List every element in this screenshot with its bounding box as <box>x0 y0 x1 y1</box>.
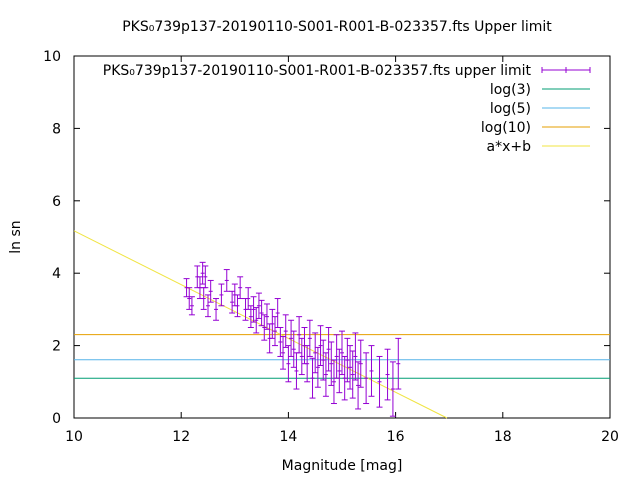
x-tick-label: 20 <box>601 429 619 445</box>
errorbar-point <box>247 305 254 328</box>
legend-entry: log(5) <box>490 101 590 117</box>
errorbar-point <box>280 336 287 370</box>
errorbar-point <box>213 298 220 321</box>
errorbar-point <box>368 345 375 397</box>
errorbar-point <box>363 352 370 405</box>
y-tick-label: 8 <box>52 121 61 137</box>
errorbar-point <box>188 296 195 316</box>
legend-entry: log(3) <box>490 82 590 98</box>
fit-line-group <box>73 230 448 419</box>
legend-label: a*x+b <box>487 139 532 155</box>
errorbar-point <box>274 298 281 328</box>
errorbar-point <box>330 359 337 405</box>
x-axis: 10 12 14 16 18 20 <box>65 56 619 445</box>
errorbar-point <box>229 290 236 314</box>
errorbar-point <box>296 316 303 354</box>
errorbar-point <box>263 303 270 330</box>
errorbar-point <box>349 350 356 399</box>
errorbar-point <box>290 330 297 368</box>
errorbar-point <box>328 341 335 386</box>
errorbar-point <box>341 355 348 401</box>
errorbar-point <box>339 330 345 376</box>
chart-title: PKS₀739p137-20190110-S001-R001-B-023357.… <box>122 19 552 35</box>
x-tick-label: 14 <box>279 429 297 445</box>
errorbar-point <box>357 339 364 388</box>
x-axis-label: Magnitude [mag] <box>282 458 403 474</box>
y-axis: 0 2 4 6 8 10 <box>43 49 610 427</box>
legend-label: log(10) <box>481 120 531 136</box>
errorbar-point <box>250 296 257 323</box>
legend-entry: a*x+b <box>487 139 590 155</box>
errorbar-point <box>272 316 278 347</box>
errorbar-point <box>306 319 313 357</box>
plot-frame <box>73 55 611 419</box>
legend: PKS₀739p137-20190110-S001-R001-B-023357.… <box>103 63 591 155</box>
x-tick-label: 16 <box>387 429 405 445</box>
errorbar-point <box>253 307 260 334</box>
errorbar-point <box>269 308 276 339</box>
errorbar-point <box>186 287 193 310</box>
errorbar-point <box>355 361 362 410</box>
errorbar-point <box>205 294 211 318</box>
plot-area: 10 12 14 16 18 20 0 2 4 6 8 10 <box>43 49 619 445</box>
fit-line <box>73 230 448 419</box>
y-tick-label: 10 <box>43 49 61 65</box>
errorbar-point <box>314 346 321 388</box>
errorbar-point <box>312 332 319 374</box>
errorbar-point <box>202 265 209 289</box>
errorbar-point <box>320 339 327 381</box>
errorbar-point <box>336 348 343 394</box>
errorbar-point <box>288 319 295 357</box>
errorbar-point <box>395 337 402 390</box>
legend-label: log(5) <box>490 101 531 117</box>
errorbar-point <box>389 361 396 417</box>
errorbar-point <box>352 332 359 381</box>
y-tick-label: 0 <box>52 411 61 427</box>
errorbar-point <box>282 314 289 348</box>
errorbar-point <box>207 279 214 303</box>
errorbar-point <box>384 348 391 401</box>
errorbar-point <box>347 345 354 390</box>
x-tick-label: 12 <box>172 429 190 445</box>
y-tick-label: 2 <box>52 339 61 355</box>
errorbar-point <box>333 334 340 379</box>
errorbar-point <box>325 327 332 372</box>
errorbar-point <box>285 345 292 383</box>
errorbar-point <box>237 276 244 300</box>
errorbar-point <box>261 314 268 341</box>
legend-entry: log(10) <box>481 120 590 136</box>
legend-label: PKS₀739p137-20190110-S001-R001-B-023357.… <box>103 63 532 79</box>
errorbar-point <box>317 325 324 367</box>
errorbar-point <box>293 352 300 390</box>
y-tick-label: 4 <box>52 266 61 282</box>
x-tick-label: 10 <box>65 429 83 445</box>
legend-entry: PKS₀739p137-20190110-S001-R001-B-023357.… <box>103 63 591 79</box>
x-tick-label: 18 <box>494 429 512 445</box>
errorbar-point <box>322 352 329 397</box>
errorbar-point <box>304 345 311 383</box>
errorbar-point <box>376 355 383 408</box>
legend-label: log(3) <box>490 82 531 98</box>
y-tick-label: 6 <box>52 194 61 210</box>
errorbar-point <box>223 269 230 292</box>
errorbar-point <box>255 292 262 319</box>
errorbar-point <box>298 337 305 376</box>
errorbar-point <box>218 283 225 307</box>
errorbar-points <box>183 261 402 417</box>
errorbar-point <box>258 299 265 327</box>
errorbar-point <box>309 357 316 399</box>
y-axis-label: ln sn <box>8 220 24 253</box>
errorbar-point <box>277 327 284 357</box>
